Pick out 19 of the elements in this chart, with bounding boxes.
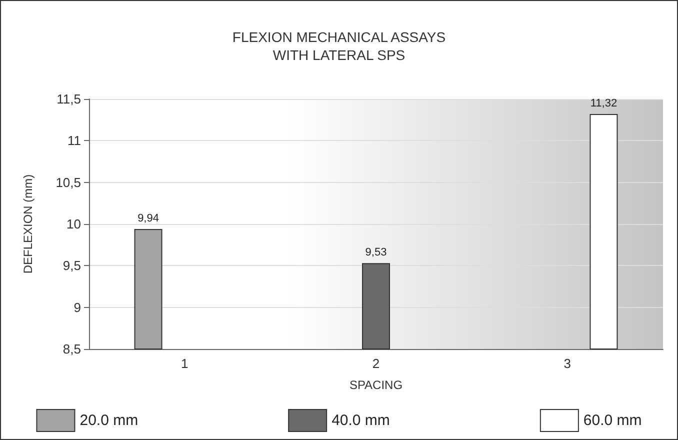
chart-title: FLEXION MECHANICAL ASSAYS WITH LATERAL SPS	[232, 29, 446, 63]
x-tick-label: 1	[181, 356, 188, 371]
y-tick-label: 9,5	[62, 258, 81, 274]
y-axis-title: DEFLEXION (mm)	[21, 174, 35, 274]
y-tick-label: 8,5	[62, 342, 81, 356]
legend-label: 40.0 mm	[332, 412, 390, 429]
data-label: 9,53	[365, 246, 387, 259]
y-tick-label: 10	[66, 216, 81, 232]
y-tick-label: 11	[68, 133, 81, 148]
y-tick-label: 10,5	[56, 174, 81, 190]
y-tick-label: 9	[74, 300, 81, 315]
x-tick-label: 3	[564, 356, 571, 371]
x-axis-title: SPACING	[349, 378, 403, 392]
legend-label: 20.0 mm	[80, 412, 138, 429]
y-tick-label: 11,5	[56, 92, 81, 106]
data-label: 11,32	[590, 98, 618, 110]
legend-label: 60.0 mm	[583, 412, 642, 429]
data-label: 9,94	[138, 212, 159, 224]
x-tick-label: 2	[372, 356, 380, 371]
